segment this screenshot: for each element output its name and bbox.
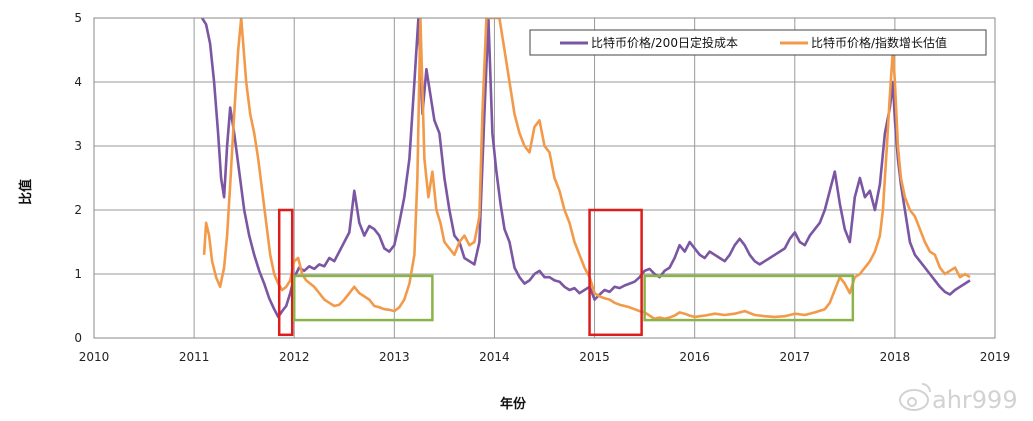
x-tick-label: 2011 (179, 350, 210, 364)
y-tick-label: 4 (74, 75, 82, 89)
x-tick-labels: 2010 2011 2012 2013 2014 2015 2016 2017 2018 2019 (79, 350, 1011, 364)
x-tick-label: 2016 (679, 350, 710, 364)
series-lines (200, 18, 971, 321)
x-tick-label: 2012 (279, 350, 310, 364)
highlight-box (588, 208, 643, 337)
series-line-2 (202, 18, 971, 321)
watermark: ahr999 (899, 383, 1018, 414)
weibo-logo-icon (899, 383, 931, 411)
x-tick-label: 2017 (780, 350, 811, 364)
x-tick-label: 2010 (79, 350, 110, 364)
y-tick-labels: 0 1 2 3 4 5 (74, 11, 82, 345)
highlight-boxes (277, 208, 855, 337)
highlight-box (643, 274, 855, 322)
y-tick-label: 3 (74, 139, 82, 153)
watermark-text: ahr999 (932, 386, 1018, 414)
x-axis-title: 年份 (500, 396, 527, 412)
y-tick-label: 2 (74, 203, 82, 217)
x-tick-label: 2014 (479, 350, 510, 364)
legend-label-2: 比特币价格/指数增长估值 (811, 35, 947, 50)
y-tick-label: 5 (74, 11, 82, 25)
x-tick-label: 2019 (980, 350, 1011, 364)
y-axis-title: 比值 (18, 179, 34, 205)
legend-box (529, 29, 987, 56)
y-tick-label: 0 (74, 331, 82, 345)
highlight-box (277, 208, 294, 337)
x-tick-label: 2013 (379, 350, 410, 364)
x-tick-label: 2018 (880, 350, 911, 364)
y-tick-label: 1 (74, 267, 82, 281)
x-tick-label: 2015 (579, 350, 610, 364)
legend-label-1: 比特币价格/200日定投成本 (591, 35, 738, 50)
legend: 比特币价格/200日定投成本 比特币价格/指数增长估值 (529, 29, 987, 56)
highlight-box (292, 274, 434, 322)
plot-border (93, 17, 996, 339)
series-line-1 (200, 18, 971, 319)
